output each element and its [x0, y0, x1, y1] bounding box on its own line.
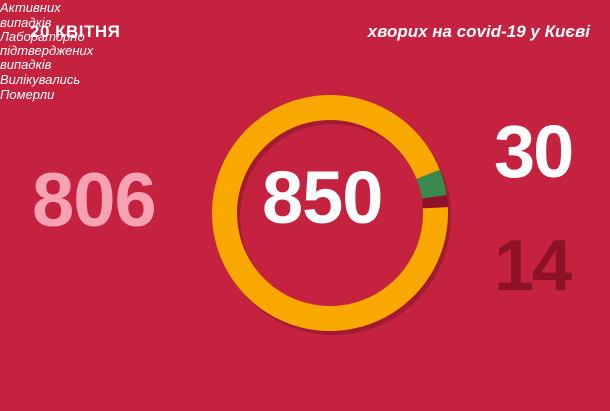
active-cases-label: Активних випадків	[0, 0, 610, 30]
active-cases-value: 806	[32, 158, 157, 243]
donut-slices	[212, 95, 448, 332]
recovered-value: 30	[494, 110, 574, 193]
died-label: Померли	[0, 87, 55, 102]
total-cases-label-line-1: Лабораторно	[0, 29, 85, 44]
slice-died	[421, 194, 448, 209]
date-label: 20 КВІТНЯ	[30, 22, 121, 41]
active-cases-label-line-2: випадків	[0, 15, 52, 30]
total-cases-value: 850	[262, 156, 383, 239]
total-cases-label-line-2: підтверджених	[0, 43, 94, 58]
total-cases-label-line-3: випадків	[0, 57, 52, 72]
headline: хворих на covid-19 у Києві	[367, 22, 590, 41]
total-cases-label: Лабораторно підтверджених випадків	[0, 30, 610, 72]
recovered-label: Вилікувались	[0, 72, 81, 87]
slice-recovered	[416, 169, 447, 199]
active-cases-label-line-1: Активних	[0, 0, 61, 15]
died-value: 14	[494, 226, 572, 306]
